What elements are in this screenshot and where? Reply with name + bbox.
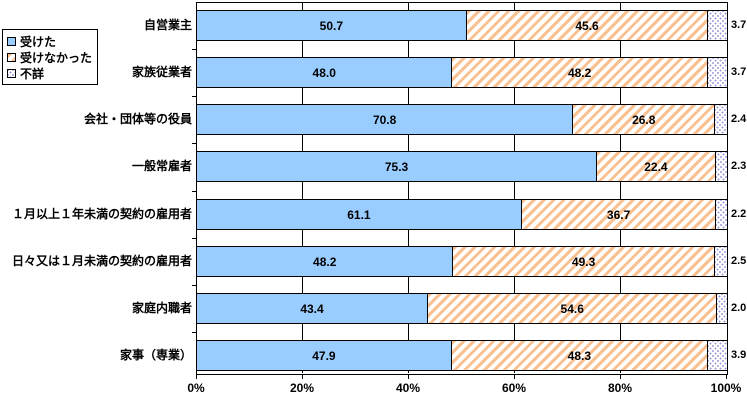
bar-segment-received: 48.2: [197, 247, 453, 276]
legend-label-not-received: 受けなかった: [20, 50, 93, 65]
value-label-not-received: 45.6: [575, 18, 599, 33]
x-axis-label: 60%: [501, 381, 527, 395]
bar-row: 50.7 45.6: [196, 10, 728, 41]
value-label-unknown: 2.2: [731, 208, 747, 220]
y-tick: [192, 238, 196, 239]
bar-segment-received: 47.9: [197, 341, 451, 370]
value-label-not-received: 26.8: [632, 112, 656, 127]
legend-item-unknown: 不詳: [7, 65, 92, 81]
bar-row: 43.4 54.6: [196, 293, 728, 324]
bar-segment-not-received: 54.6: [427, 294, 717, 323]
value-label-received: 75.3: [384, 159, 409, 174]
legend-swatch-not-received: [7, 52, 16, 62]
y-tick: [192, 143, 196, 144]
bar-segment-unknown: [707, 11, 727, 40]
bar-row: 47.9 48.3: [196, 340, 728, 371]
category-label: 家族従業者: [131, 65, 192, 79]
category-label: 日々又は１月未満の契約の雇用者: [11, 254, 192, 268]
value-label-not-received: 48.3: [567, 348, 592, 363]
y-tick: [192, 285, 196, 286]
bar-row: 70.8 26.8: [196, 104, 728, 135]
category-label: 会社・団体等の役員: [83, 112, 192, 126]
x-tick: [196, 375, 197, 379]
value-label-unknown: 2.4: [731, 113, 747, 125]
category-label: 家事（専業）: [119, 348, 192, 362]
value-label-unknown: 2.3: [731, 160, 747, 172]
bar-row: 61.1 36.7: [196, 199, 728, 230]
value-label-not-received: 36.7: [606, 207, 631, 222]
legend-swatch-received: [7, 36, 16, 46]
gridline: [302, 3, 303, 373]
bar-segment-unknown: [714, 152, 727, 181]
bar-segment-received: 75.3: [197, 152, 597, 181]
value-label-unknown: 3.7: [731, 66, 747, 78]
value-label-not-received: 48.2: [567, 65, 592, 80]
gridline: [620, 3, 621, 373]
bar-segment-received: 48.0: [197, 58, 452, 87]
x-tick: [620, 375, 621, 379]
bar-segment-not-received: 36.7: [520, 200, 716, 229]
y-tick: [192, 332, 196, 333]
bar-segment-unknown: [706, 58, 727, 87]
x-axis-label: 40%: [395, 381, 421, 395]
value-label-unknown: 2.5: [731, 255, 747, 267]
y-tick: [192, 191, 196, 192]
bar-row: 48.2 49.3: [196, 246, 728, 277]
x-tick: [408, 375, 409, 379]
bar-segment-not-received: 26.8: [572, 105, 715, 134]
value-label-not-received: 22.4: [644, 159, 668, 174]
bar-segment-received: 70.8: [197, 105, 573, 134]
x-tick: [302, 375, 303, 379]
bar-segment-not-received: 48.3: [450, 341, 707, 370]
bar-segment-unknown: [716, 294, 727, 323]
bar-row: 48.0 48.2: [196, 57, 728, 88]
legend-swatch-unknown: [7, 68, 16, 78]
category-label: 自営業主: [143, 18, 192, 32]
bar-segment-not-received: 45.6: [465, 11, 708, 40]
legend: 受けた 受けなかった 不詳: [2, 29, 99, 85]
gridline: [408, 3, 409, 373]
legend-label-received: 受けた: [20, 34, 57, 49]
value-label-received: 47.9: [312, 348, 336, 363]
category-label: 家庭内職者: [131, 301, 192, 315]
x-axis-label: 0%: [187, 381, 205, 395]
value-label-unknown: 3.7: [731, 19, 747, 31]
category-label: １月以上１年未満の契約の雇用者: [11, 207, 192, 221]
value-label-received: 50.7: [319, 18, 344, 33]
x-axis-label: 20%: [289, 381, 315, 395]
y-tick: [192, 96, 196, 97]
legend-label-unknown: 不詳: [20, 66, 45, 81]
value-label-received: 43.4: [300, 301, 324, 316]
bar-segment-unknown: [713, 247, 727, 276]
value-label-unknown: 2.0: [731, 302, 747, 314]
legend-item-received: 受けた: [7, 33, 92, 49]
value-label-not-received: 49.3: [571, 254, 596, 269]
value-label-not-received: 54.6: [560, 301, 584, 316]
bar-segment-unknown: [714, 105, 727, 134]
y-tick: [192, 49, 196, 50]
bar-segment-unknown: [715, 200, 727, 229]
value-label-unknown: 3.9: [731, 349, 747, 361]
bar-segment-received: 50.7: [197, 11, 466, 40]
bar-segment-not-received: 49.3: [452, 247, 714, 276]
value-label-received: 48.2: [313, 254, 337, 269]
value-label-received: 61.1: [347, 207, 371, 222]
gridline: [514, 3, 515, 373]
x-tick: [726, 375, 727, 379]
x-tick: [514, 375, 515, 379]
bar-segment-not-received: 22.4: [596, 152, 715, 181]
x-axis-label: 100%: [710, 381, 742, 395]
bar-row: 75.3 22.4: [196, 151, 728, 182]
legend-item-not-received: 受けなかった: [7, 49, 92, 65]
bar-segment-received: 43.4: [197, 294, 428, 323]
value-label-received: 70.8: [372, 112, 397, 127]
bar-segment-unknown: [706, 341, 727, 370]
category-label: 一般常雇者: [131, 159, 192, 173]
value-label-received: 48.0: [312, 65, 336, 80]
x-axis-label: 80%: [607, 381, 633, 395]
bar-segment-not-received: 48.2: [451, 58, 707, 87]
bar-segment-received: 61.1: [197, 200, 521, 229]
